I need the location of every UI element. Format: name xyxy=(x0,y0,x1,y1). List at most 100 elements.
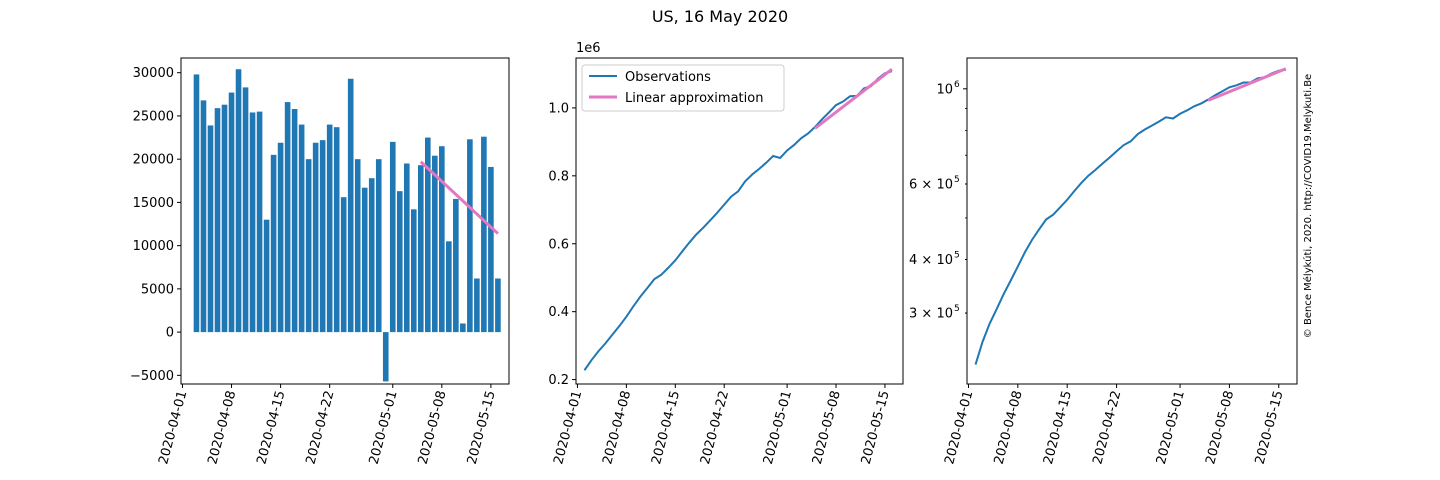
bar xyxy=(319,140,326,333)
x-tick-label: 2020-04-01 xyxy=(551,389,585,466)
cumulative-log-chart: 2020-04-01 2020-04-08 2020-04-15 2020-04-22… xyxy=(909,57,1298,466)
y-tick-label: 0.4 xyxy=(548,305,569,320)
y-tick-label: 6 × 10 xyxy=(909,177,953,192)
bar xyxy=(375,159,382,333)
bar xyxy=(333,127,340,333)
bar xyxy=(326,124,333,333)
cumulative-linear-chart: 2020-04-01 2020-04-08 2020-04-15 2020-04-22… xyxy=(548,41,904,466)
x-tick-label: 2020-05-08 xyxy=(1203,389,1237,466)
y-tick-label: 4 × 10 xyxy=(909,253,953,268)
legend-frame xyxy=(581,64,785,112)
bar xyxy=(481,136,487,333)
bar xyxy=(193,74,200,333)
x-tick-label: 2020-05-15 xyxy=(465,389,499,466)
series-line-linear-approximation xyxy=(814,68,893,130)
bar xyxy=(249,112,256,333)
y-tick-label: 0.6 xyxy=(548,237,569,252)
bar xyxy=(347,78,354,333)
x-tick-label: 2020-04-01 xyxy=(156,389,190,466)
bar xyxy=(200,100,207,333)
bar xyxy=(340,197,347,333)
bar xyxy=(453,198,459,333)
y-tick-label: 3 × 10 xyxy=(909,307,953,322)
bar xyxy=(432,155,438,333)
bar xyxy=(242,87,249,333)
x-tick-label: 2020-05-15 xyxy=(1253,389,1287,466)
bar xyxy=(417,165,424,333)
series-line-linear-approximation xyxy=(1207,67,1287,102)
y-tick-label-exponent: 5 xyxy=(954,175,960,185)
axes-frame xyxy=(180,57,510,385)
legend-label-linear-approximation: Linear approximation xyxy=(625,91,763,106)
bar xyxy=(488,166,494,333)
x-tick-label: 2020-04-22 xyxy=(698,389,732,466)
x-tick-label: 2020-04-15 xyxy=(649,389,683,466)
x-tick-label: 2020-04-08 xyxy=(600,389,634,466)
x-tick-label: 2020-04-15 xyxy=(254,389,288,466)
bar xyxy=(382,332,389,382)
y-tick-label: 30000 xyxy=(133,66,174,81)
x-tick-label: 2020-04-22 xyxy=(303,389,337,466)
legend: Observations Linear approximation xyxy=(581,64,785,112)
trend-line xyxy=(419,160,499,235)
bar xyxy=(389,141,396,333)
y-tick-label: 5000 xyxy=(141,282,174,297)
bar xyxy=(277,142,284,333)
y-tick-label: 25000 xyxy=(133,109,174,124)
bar xyxy=(284,102,291,333)
figure-title: US, 16 May 2020 xyxy=(652,7,788,26)
bar xyxy=(467,139,473,333)
bar xyxy=(235,69,242,333)
bar xyxy=(410,209,417,333)
x-tick-label: 2020-04-22 xyxy=(1090,389,1124,466)
axes-frame xyxy=(575,57,904,385)
axes-frame xyxy=(966,57,1298,385)
x-tick-label: 2020-04-08 xyxy=(205,389,239,466)
bar xyxy=(361,187,368,333)
daily-change-bar-chart: 2020-04-01 2020-04-08 2020-04-15 2020-04-22… xyxy=(130,57,510,466)
y-tick-label: 20000 xyxy=(133,153,174,168)
y-tick-label-exponent: 5 xyxy=(954,304,960,314)
series-line-observations xyxy=(583,70,893,371)
y-tick-label: 15000 xyxy=(133,196,174,211)
y-tick-label: 0 xyxy=(166,326,174,341)
bar xyxy=(270,154,277,333)
x-tick-label: 2020-05-08 xyxy=(810,389,844,466)
x-tick-label: 2020-05-01 xyxy=(367,389,401,466)
bar xyxy=(439,146,445,333)
bar xyxy=(474,278,480,333)
y-offset-label: 1e6 xyxy=(576,41,601,56)
y-tick-label-exponent: 6 xyxy=(954,80,960,90)
bar xyxy=(368,178,375,333)
y-tick-label: −5000 xyxy=(130,369,174,384)
y-tick-label: 10000 xyxy=(133,239,174,254)
y-tick-label: 0.2 xyxy=(548,373,569,388)
y-tick-label: 10 xyxy=(936,82,953,97)
x-tick-label: 2020-05-08 xyxy=(416,389,450,466)
bar xyxy=(396,191,403,333)
bar xyxy=(228,92,235,333)
series-line-observations xyxy=(974,68,1286,365)
bar xyxy=(424,137,431,333)
bar xyxy=(312,142,319,333)
x-tick-label: 2020-04-15 xyxy=(1041,389,1075,466)
bar xyxy=(263,219,270,333)
bar xyxy=(403,163,410,333)
legend-label-observations: Observations xyxy=(625,70,711,85)
bar xyxy=(221,104,228,333)
x-tick-label: 2020-05-01 xyxy=(761,389,795,466)
x-tick-label: 2020-05-01 xyxy=(1154,389,1188,466)
watermark: © Bence Mélykúti, 2020. http://COVID19.M… xyxy=(1302,74,1314,338)
bar xyxy=(298,124,305,333)
bar xyxy=(354,159,361,333)
bar xyxy=(214,108,221,333)
y-tick-label-exponent: 5 xyxy=(954,250,960,260)
bar xyxy=(460,323,466,333)
bar xyxy=(291,109,298,333)
y-tick-label: 0.8 xyxy=(548,169,569,184)
bar xyxy=(207,125,214,333)
bar xyxy=(495,278,501,333)
bar xyxy=(256,111,263,333)
bar xyxy=(446,241,452,333)
